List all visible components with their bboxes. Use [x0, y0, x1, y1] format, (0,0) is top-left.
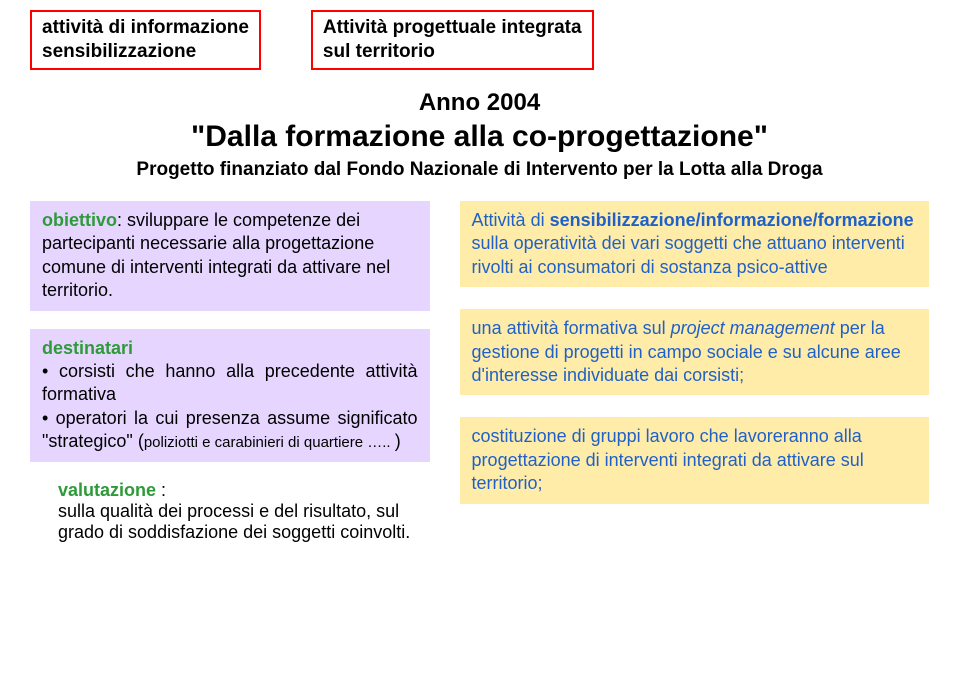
info-right-line2: sul territorio [323, 40, 582, 64]
columns: obiettivo: sviluppare le competenze dei … [30, 201, 929, 543]
act3-text: costituzione di gruppi lavoro che lavore… [472, 426, 864, 493]
year: Anno 2004 [30, 88, 929, 118]
act2-italic: project management [671, 318, 835, 338]
obiettivo-label: obiettivo [42, 210, 117, 230]
destinatari-b2: • operatori la cui presenza assume signi… [42, 407, 418, 454]
act2-pre: una attività formativa sul [472, 318, 671, 338]
destinatari-b1: • corsisti che hanno alla precedente att… [42, 360, 418, 407]
quoted-title: "Dalla formazione alla co-progettazione" [30, 118, 929, 156]
subtitle: Progetto finanziato dal Fondo Nazionale … [30, 159, 929, 181]
info-right-line1: Attività progettuale integrata [323, 16, 582, 40]
panel-obiettivo: obiettivo: sviluppare le competenze dei … [30, 201, 430, 311]
panel-activity-1: Attività di sensibilizzazione/informazio… [460, 201, 929, 287]
left-column: obiettivo: sviluppare le competenze dei … [30, 201, 430, 543]
panel-activity-2: una attività formativa sul project manag… [460, 309, 929, 395]
valutazione-label: valutazione [58, 480, 156, 500]
act1-bold: sensibilizzazione/informazione/formazion… [550, 210, 914, 230]
block-valutazione: valutazione : sulla qualità dei processi… [58, 480, 430, 543]
destinatari-b2-close: ) [395, 431, 401, 451]
info-box-left: attività di informazione sensibilizzazio… [30, 10, 261, 70]
panel-destinatari: destinatari • corsisti che hanno alla pr… [30, 329, 430, 462]
destinatari-b2-small: poliziotti e carabinieri di quartiere ….… [144, 434, 395, 451]
top-row: attività di informazione sensibilizzazio… [30, 10, 929, 70]
main-title: Anno 2004 "Dalla formazione alla co-prog… [30, 88, 929, 156]
destinatari-label: destinatari [42, 337, 418, 360]
info-left-line2: sensibilizzazione [42, 40, 249, 64]
panel-activity-3: costituzione di gruppi lavoro che lavore… [460, 417, 929, 503]
info-box-right: Attività progettuale integrata sul terri… [311, 10, 594, 70]
act1-post: sulla operatività dei vari soggetti che … [472, 233, 905, 276]
act1-pre: Attività di [472, 210, 550, 230]
right-column: Attività di sensibilizzazione/informazio… [460, 201, 929, 543]
info-left-line1: attività di informazione [42, 16, 249, 40]
